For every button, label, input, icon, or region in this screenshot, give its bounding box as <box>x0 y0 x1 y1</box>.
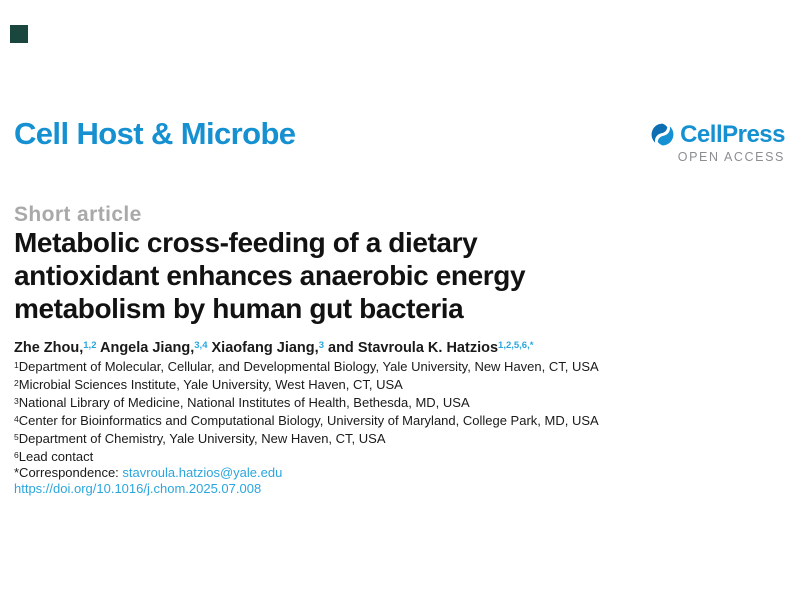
affiliation-sup: 3 <box>14 396 19 406</box>
affiliation-line: 1Department of Molecular, Cellular, and … <box>14 359 599 374</box>
article-title-line: antioxidant enhances anaerobic energy <box>14 260 526 291</box>
author-affiliation-sup: 1,2,5,6,* <box>498 340 534 351</box>
journal-title: Cell Host & Microbe <box>14 116 296 151</box>
correspondence-email-link[interactable]: stavroula.hatzios@yale.edu <box>122 465 283 480</box>
article-title-line: Metabolic cross-feeding of a dietary <box>14 227 478 258</box>
correspondence-label: *Correspondence: <box>14 465 123 480</box>
author-name: Zhe Zhou, <box>14 340 84 356</box>
corner-marker <box>10 25 28 43</box>
publisher-name: CellPress <box>680 120 785 148</box>
affiliation-line: 5Department of Chemistry, Yale Universit… <box>14 431 386 446</box>
correspondence-line: *Correspondence: stavroula.hatzios@yale.… <box>14 465 599 481</box>
affiliation-line: 2Microbial Sciences Institute, Yale Univ… <box>14 377 403 392</box>
affiliations-block: 1Department of Molecular, Cellular, and … <box>14 357 599 497</box>
author-name: Angela Jiang, <box>99 340 195 356</box>
publisher-logo: CellPress OPEN ACCESS <box>650 122 785 164</box>
author-affiliation-sup: 3,4 <box>194 340 208 351</box>
author-line: Zhe Zhou,1,2 Angela Jiang,3,4 Xiaofang J… <box>14 340 533 356</box>
affiliation-sup: 1 <box>14 360 19 370</box>
author-affiliation-sup: 1,2 <box>83 340 97 351</box>
affiliation-line: 3National Library of Medicine, National … <box>14 395 470 410</box>
affiliation-line: 4Center for Bioinformatics and Computati… <box>14 413 599 428</box>
article-type-label: Short article <box>14 203 142 226</box>
article-title-line: metabolism by human gut bacteria <box>14 293 464 324</box>
affiliation-sup: 4 <box>14 414 19 424</box>
article-title: Metabolic cross-feeding of a dietary anti… <box>14 226 614 325</box>
author-name: and Stavroula K. Hatzios <box>328 340 499 356</box>
author-affiliation-sup: 3 <box>318 340 324 351</box>
affiliation-sup: 5 <box>14 432 19 442</box>
affiliation-sup: 2 <box>14 378 19 388</box>
author-name: Xiaofang Jiang, <box>211 340 319 356</box>
cellpress-swirl-icon <box>650 122 675 147</box>
affiliation-line: 6Lead contact <box>14 449 94 464</box>
doi-line: https://doi.org/10.1016/j.chom.2025.07.0… <box>14 481 599 497</box>
affiliation-sup: 6 <box>14 450 19 460</box>
doi-link[interactable]: https://doi.org/10.1016/j.chom.2025.07.0… <box>14 481 262 496</box>
open-access-label: OPEN ACCESS <box>677 150 785 164</box>
